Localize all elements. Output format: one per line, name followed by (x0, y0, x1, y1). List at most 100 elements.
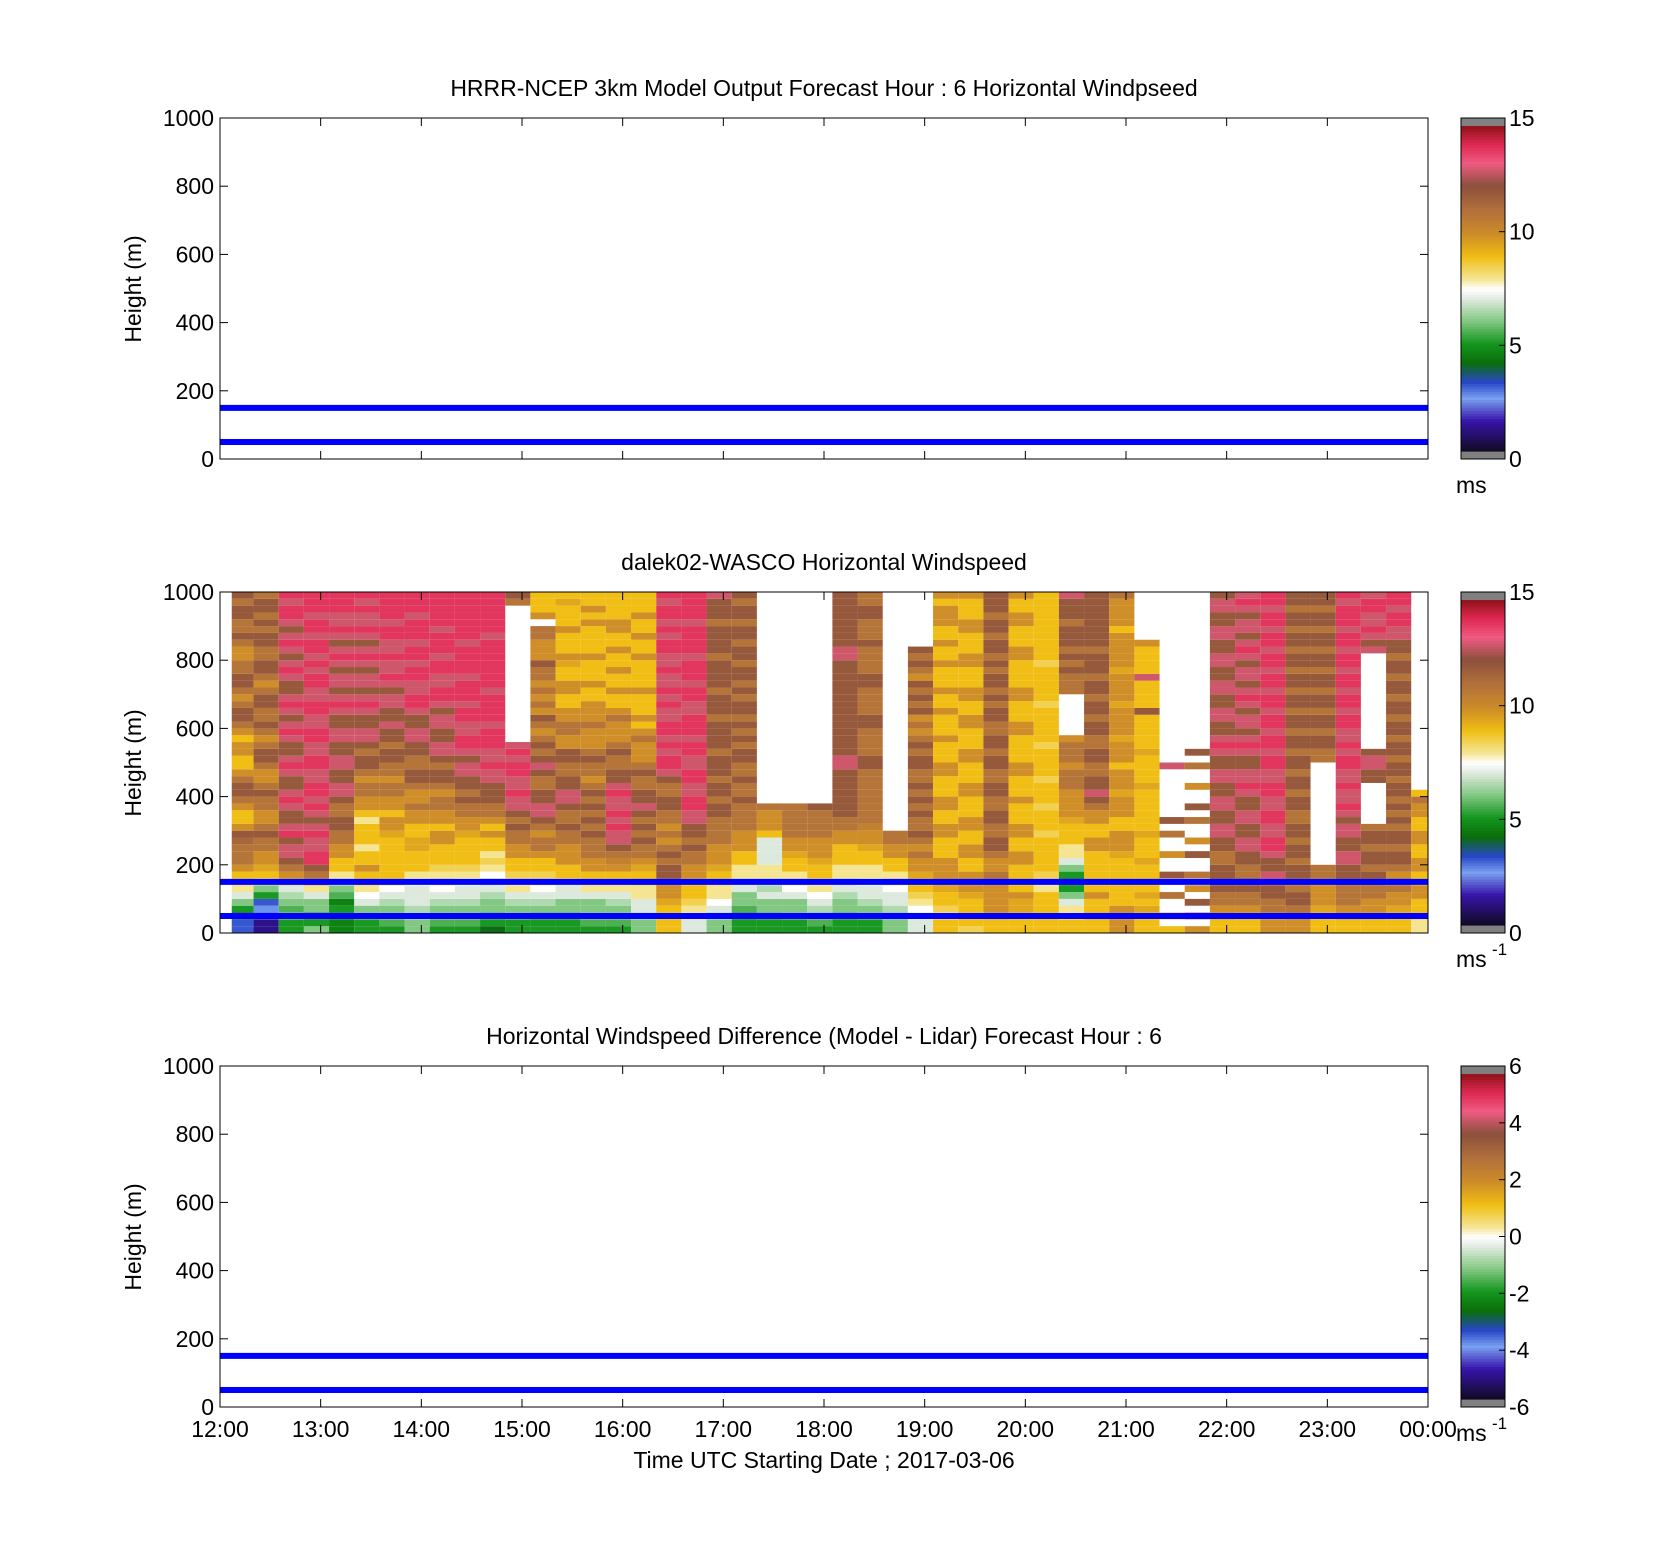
colorbar-segment (1461, 372, 1505, 376)
heatmap-cell (231, 639, 254, 647)
heatmap-cell (1235, 598, 1261, 606)
heatmap-cell (530, 885, 556, 893)
heatmap-cell (958, 632, 984, 640)
heatmap-cell (1033, 592, 1059, 599)
heatmap-cell (1453, 844, 1454, 851)
heatmap-cell (580, 735, 606, 743)
heatmap-cell (656, 701, 682, 708)
heatmap-cell (1209, 680, 1236, 688)
heatmap-cell (429, 742, 455, 749)
heatmap-cell (907, 810, 934, 818)
heatmap-cell (1209, 660, 1236, 668)
heatmap-cell (379, 755, 405, 763)
colorbar-segment (1461, 158, 1505, 162)
colorbar-over (1461, 1066, 1505, 1074)
colorbar-segment (1461, 830, 1505, 834)
y-tick-label: 600 (176, 715, 214, 741)
heatmap-cell (605, 776, 632, 783)
heatmap-cell (1109, 714, 1135, 722)
heatmap-cell (480, 748, 506, 756)
colorbar-segment (1461, 191, 1505, 195)
heatmap-cell (429, 857, 455, 865)
heatmap-cell (907, 714, 934, 722)
heatmap-cell (1360, 605, 1387, 613)
heatmap-cell (731, 885, 757, 893)
heatmap-cell (404, 871, 430, 879)
heatmap-cell (857, 667, 883, 674)
heatmap-cell (253, 598, 279, 606)
heatmap-cell (1436, 872, 1437, 879)
heatmap-cell (379, 789, 405, 797)
heatmap-cell (1235, 885, 1261, 893)
heatmap-cell (329, 728, 355, 736)
heatmap-cell (933, 851, 959, 858)
x-tick-label: 00:00 (1399, 1416, 1457, 1442)
heatmap-cell (1008, 605, 1034, 613)
heatmap-cell (731, 762, 757, 770)
heatmap-cell (580, 810, 606, 818)
heatmap-cell (605, 755, 632, 763)
heatmap-cell (505, 919, 531, 927)
heatmap-cell (231, 646, 254, 654)
heatmap-cell (1285, 830, 1311, 838)
heatmap-cell (329, 755, 355, 763)
colorbar-segment (1461, 1374, 1505, 1378)
heatmap-cell (253, 660, 279, 668)
heatmap-cell (832, 885, 858, 893)
heatmap-cell (1260, 803, 1286, 811)
colorbar-segment (1461, 1323, 1505, 1327)
heatmap-cell (1033, 789, 1059, 797)
colorbar-segment (1461, 621, 1505, 625)
heatmap-cell (857, 701, 883, 708)
heatmap-cell (1058, 769, 1085, 777)
heatmap-cell (731, 755, 757, 763)
heatmap-cell (1453, 633, 1454, 640)
heatmap-cell (983, 905, 1009, 913)
x-tick-label: 15:00 (493, 1416, 551, 1442)
heatmap-cell (1285, 660, 1311, 668)
colorbar-segment (1461, 911, 1505, 915)
colorbar-segment (1461, 163, 1505, 168)
colorbar-segment (1461, 326, 1505, 330)
heatmap-cell (1235, 762, 1261, 770)
heatmap-cell (631, 755, 657, 763)
colorbar-segment (1461, 824, 1505, 829)
heatmap-cell (404, 673, 430, 681)
heatmap-cell (631, 694, 657, 702)
heatmap-cell (480, 844, 506, 852)
colorbar-segment (1461, 1092, 1505, 1097)
colorbar-segment (1461, 1160, 1505, 1164)
heatmap-cell (253, 817, 279, 824)
panel-difference-x-axis: 12:00 13:00 14:00 15:00 16:00 17:00 18:00 19:00… (191, 1066, 1457, 1442)
heatmap-cell (530, 605, 556, 613)
colorbar-segment (1461, 1117, 1505, 1121)
heatmap-cell (631, 748, 657, 756)
heatmap-cell (631, 871, 657, 879)
colorbar-segment (1461, 239, 1505, 244)
heatmap-cell (480, 646, 506, 654)
heatmap-cell (1084, 769, 1110, 777)
colorbar-segment (1461, 743, 1505, 747)
heatmap-cell (379, 762, 405, 770)
heatmap-cell (1134, 864, 1160, 872)
heatmap-cell (404, 762, 430, 770)
heatmap-cell (231, 762, 254, 770)
heatmap-cell (907, 789, 934, 797)
heatmap-cell (631, 735, 657, 743)
heatmap-cell (983, 721, 1009, 729)
heatmap-cell (958, 769, 984, 777)
heatmap-cell (1310, 714, 1336, 722)
heatmap-cell (1335, 830, 1361, 838)
heatmap-cell (907, 864, 934, 872)
heatmap-cell (379, 892, 405, 899)
panel-lidar-heatmap (231, 592, 1454, 933)
heatmap-cell (1008, 660, 1034, 668)
heatmap-cell (706, 926, 732, 933)
heatmap-cell (631, 721, 657, 729)
heatmap-cell (857, 605, 883, 613)
heatmap-cell (1134, 742, 1160, 749)
heatmap-cell (933, 619, 959, 627)
heatmap-cell (454, 667, 481, 674)
heatmap-cell (1109, 639, 1135, 647)
panel-difference: Horizontal Windspeed Difference (Model -… (120, 1023, 1530, 1446)
